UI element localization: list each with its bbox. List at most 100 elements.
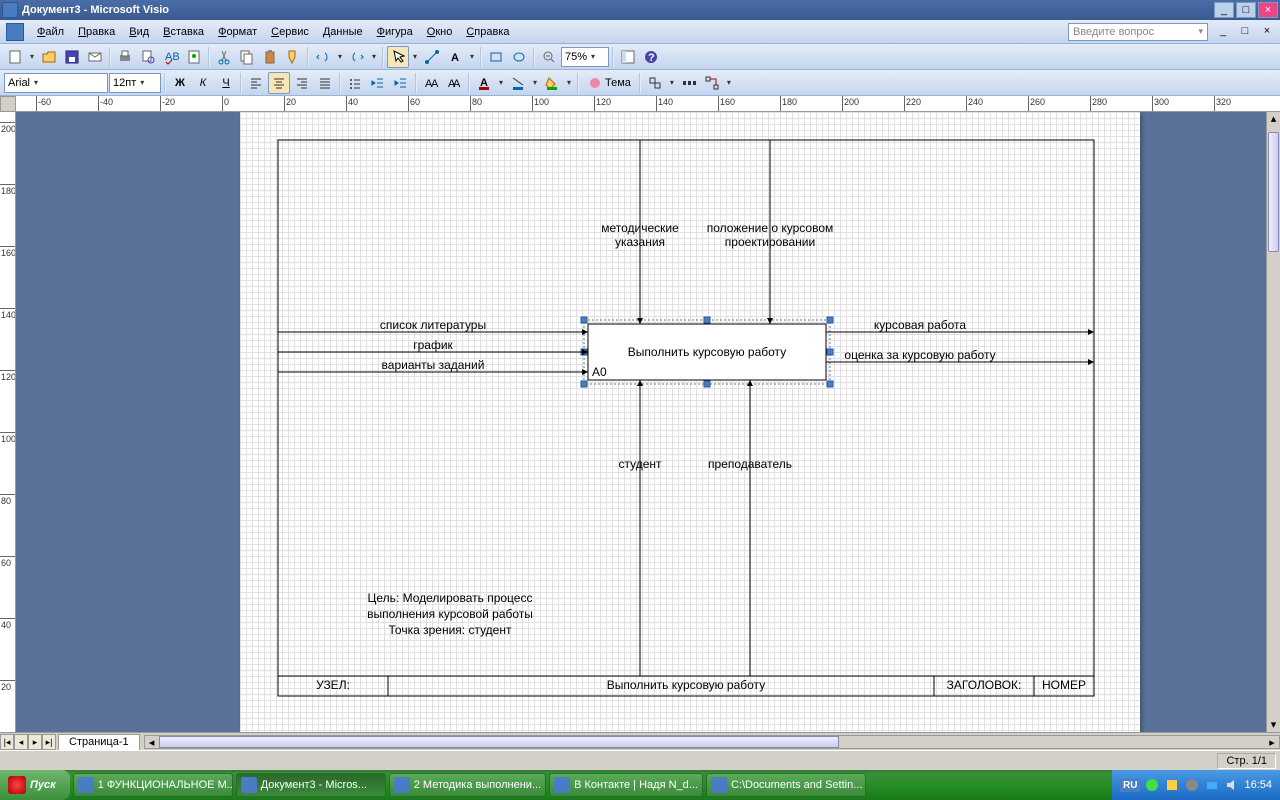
align-right-button[interactable]: [291, 72, 313, 94]
ask-question-box[interactable]: Введите вопрос: [1068, 23, 1208, 41]
drawing-page[interactable]: УЗЕЛ:Выполнить курсовую работуЗАГОЛОВОК:…: [240, 112, 1140, 732]
print-button[interactable]: [114, 46, 136, 68]
tray-icon[interactable]: [1144, 777, 1160, 793]
taskbar-app-button[interactable]: 2 Методика выполнени...: [389, 773, 546, 797]
canvas-area[interactable]: УЗЕЛ:Выполнить курсовую работуЗАГОЛОВОК:…: [16, 112, 1266, 732]
font-name-combo[interactable]: Arial: [4, 73, 108, 93]
italic-button[interactable]: К: [192, 72, 214, 94]
help-button[interactable]: ?: [640, 46, 662, 68]
format-painter-button[interactable]: [282, 46, 304, 68]
prev-page-button[interactable]: ◂: [14, 734, 28, 750]
svg-text:Выполнить курсовую работу: Выполнить курсовую работу: [628, 345, 786, 359]
scroll-thumb[interactable]: [1268, 132, 1279, 252]
menu-данные[interactable]: Данные: [316, 23, 370, 41]
bullets-button[interactable]: [344, 72, 366, 94]
last-page-button[interactable]: ▸|: [42, 734, 56, 750]
zoom-combo[interactable]: 75%: [561, 47, 609, 67]
start-button[interactable]: Пуск: [0, 770, 70, 800]
line-color-button[interactable]: [507, 72, 529, 94]
volume-icon[interactable]: [1224, 777, 1240, 793]
minimize-button[interactable]: _: [1214, 2, 1234, 18]
new-button[interactable]: [4, 46, 26, 68]
decrease-font-button[interactable]: AA: [420, 72, 442, 94]
tray-icon[interactable]: [1184, 777, 1200, 793]
doc-restore-button[interactable]: □: [1238, 25, 1252, 39]
maximize-button[interactable]: □: [1236, 2, 1256, 18]
svg-text:выполнения курсовой работы: выполнения курсовой работы: [367, 607, 533, 621]
svg-text:положение о курсовом: положение о курсовом: [707, 221, 834, 235]
ellipse-button[interactable]: [508, 46, 530, 68]
doc-close-button[interactable]: ×: [1260, 25, 1274, 39]
align-shapes-button[interactable]: [644, 72, 666, 94]
language-indicator[interactable]: RU: [1120, 779, 1140, 792]
clock[interactable]: 16:54: [1244, 779, 1272, 791]
connect-button[interactable]: [701, 72, 723, 94]
system-tray[interactable]: RU 16:54: [1112, 770, 1280, 800]
email-button[interactable]: [84, 46, 106, 68]
cut-button[interactable]: [213, 46, 235, 68]
scroll-right-button[interactable]: ▸: [1265, 736, 1279, 748]
page-tab[interactable]: Страница-1: [58, 734, 140, 750]
increase-indent-button[interactable]: [390, 72, 412, 94]
taskbar-app-button[interactable]: Документ3 - Micros...: [236, 773, 386, 797]
align-left-button[interactable]: [245, 72, 267, 94]
bold-button[interactable]: Ж: [169, 72, 191, 94]
increase-font-button[interactable]: AA: [443, 72, 465, 94]
taskbar-app-button[interactable]: C:\Documents and Settin...: [706, 773, 866, 797]
tray-icon[interactable]: [1204, 777, 1220, 793]
next-page-button[interactable]: ▸: [28, 734, 42, 750]
undo-button[interactable]: [312, 46, 334, 68]
align-justify-button[interactable]: [314, 72, 336, 94]
scroll-left-button[interactable]: ◂: [145, 736, 159, 748]
horizontal-scrollbar[interactable]: ◂ ▸: [144, 735, 1280, 749]
menu-правка[interactable]: Правка: [71, 23, 122, 41]
theme-button[interactable]: Тема: [582, 72, 636, 94]
decrease-indent-button[interactable]: [367, 72, 389, 94]
taskbar-app-button[interactable]: В Контакте | Надя N_d...: [549, 773, 703, 797]
font-size-combo[interactable]: 12пт: [109, 73, 161, 93]
paste-button[interactable]: [259, 46, 281, 68]
scroll-up-button[interactable]: ▴: [1267, 112, 1280, 126]
open-button[interactable]: [38, 46, 60, 68]
menu-справка[interactable]: Справка: [459, 23, 516, 41]
distribute-button[interactable]: [678, 72, 700, 94]
horizontal-ruler[interactable]: -60-40-200204060801001201401601802002202…: [16, 96, 1280, 112]
align-center-button[interactable]: [268, 72, 290, 94]
menu-файл[interactable]: Файл: [30, 23, 71, 41]
drawing-explorer-button[interactable]: [617, 46, 639, 68]
redo-button[interactable]: [346, 46, 368, 68]
rectangle-button[interactable]: [485, 46, 507, 68]
doc-minimize-button[interactable]: _: [1216, 25, 1230, 39]
first-page-button[interactable]: |◂: [0, 734, 14, 750]
close-button[interactable]: ×: [1258, 2, 1278, 18]
print-preview-button[interactable]: [137, 46, 159, 68]
spelling-button[interactable]: ABC: [160, 46, 182, 68]
menu-фигура[interactable]: Фигура: [370, 23, 420, 41]
zoom-out-icon[interactable]: [538, 46, 560, 68]
svg-text:ABC: ABC: [165, 51, 179, 63]
vertical-scrollbar[interactable]: ▴ ▾: [1266, 112, 1280, 732]
menu-вставка[interactable]: Вставка: [156, 23, 211, 41]
vertical-ruler[interactable]: 200180160140120100806040200: [0, 112, 16, 732]
menu-формат[interactable]: Формат: [211, 23, 264, 41]
font-color-button[interactable]: A: [473, 72, 495, 94]
hscroll-thumb[interactable]: [159, 736, 840, 748]
underline-button[interactable]: Ч: [215, 72, 237, 94]
visio-app-icon: [2, 2, 18, 18]
research-button[interactable]: [183, 46, 205, 68]
scroll-down-button[interactable]: ▾: [1267, 718, 1280, 732]
menu-сервис[interactable]: Сервис: [264, 23, 316, 41]
svg-text:студент: студент: [618, 457, 662, 471]
tray-icon[interactable]: [1164, 777, 1180, 793]
text-button[interactable]: A: [444, 46, 466, 68]
fill-color-button[interactable]: [541, 72, 563, 94]
ruler-corner: [0, 96, 16, 112]
pointer-button[interactable]: [387, 46, 409, 68]
menu-окно[interactable]: Окно: [420, 23, 460, 41]
save-button[interactable]: [61, 46, 83, 68]
menu-вид[interactable]: Вид: [122, 23, 156, 41]
connector-button[interactable]: [421, 46, 443, 68]
copy-button[interactable]: [236, 46, 258, 68]
svg-text:методические: методические: [601, 221, 679, 235]
taskbar-app-button[interactable]: 1 ФУНКЦИОНАЛЬНОЕ М...: [73, 773, 233, 797]
